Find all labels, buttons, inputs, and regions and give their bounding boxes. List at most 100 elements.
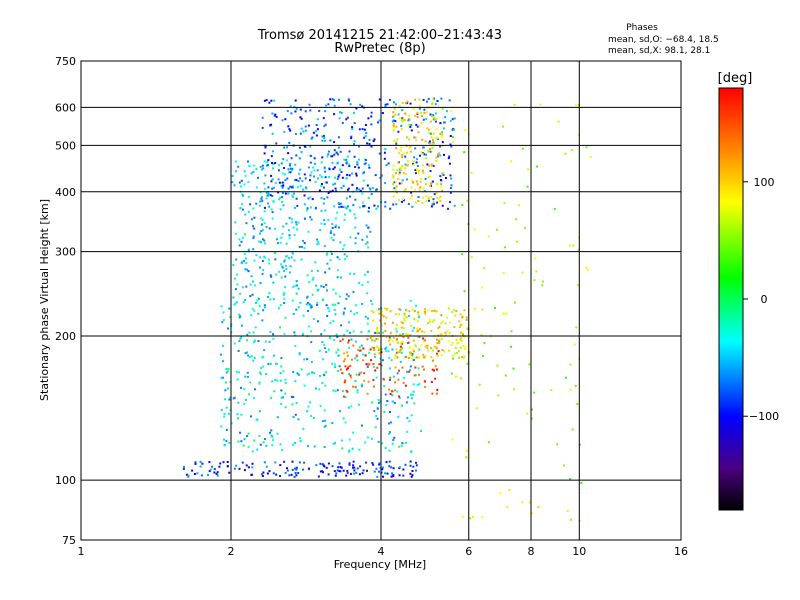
scatter-point [213,471,216,474]
scatter-point [418,336,421,339]
scatter-point [397,130,400,133]
scatter-point [271,195,274,197]
scatter-point [292,285,295,288]
scatter-point [316,269,319,272]
scatter-point [378,462,381,465]
scatter-point [353,140,356,143]
scatter-point [322,202,325,205]
scatter-point [404,384,407,387]
scatter-point [513,103,516,106]
scatter-point [439,175,442,178]
scatter-point [308,467,310,470]
scatter-point [388,367,391,370]
scatter-point [283,301,286,304]
scatter-point [348,462,351,465]
scatter-point [291,468,294,471]
scatter-point [402,118,405,121]
scatter-point [454,352,457,355]
scatter-point [352,385,354,388]
scatter-point [394,381,396,384]
scatter-point [384,182,386,184]
scatter-point [427,197,430,200]
scatter-point [408,146,411,149]
scatter-point [274,162,277,164]
scatter-point [356,163,359,166]
scatter-point [454,347,457,349]
scatter-point [272,337,275,340]
scatter-point [323,186,325,189]
scatter-point [459,331,462,334]
y-tick-label: 500 [55,139,76,152]
scatter-point [283,146,286,149]
scatter-point [506,506,509,509]
scatter-point [430,205,433,208]
scatter-point [373,365,376,368]
scatter-point [299,168,302,171]
scatter-point [352,291,355,293]
scatter-point [421,115,423,118]
scatter-point [510,345,512,348]
scatter-point [448,162,451,165]
scatter-point [472,516,474,518]
scatter-point [553,207,556,210]
scatter-point [381,359,384,362]
scatter-point [441,204,444,207]
scatter-point [381,442,383,445]
scatter-point [356,467,359,470]
scatter-point [259,232,261,235]
scatter-point [299,116,302,119]
scatter-point [345,197,348,200]
x-tick-label: 2 [228,545,235,558]
scatter-point [409,333,412,336]
scatter-point [410,191,413,194]
scatter-point [353,313,356,316]
scatter-point [518,204,521,207]
scatter-point [311,136,314,139]
scatter-point [232,296,235,299]
scatter-point [248,331,251,334]
scatter-point [345,368,348,371]
scatter-point [360,424,363,427]
scatter-point [409,324,412,327]
scatter-point [372,385,375,388]
colorbar-label: [deg] [718,71,753,86]
scatter-point [281,119,284,122]
scatter-point [396,191,398,194]
scatter-point [433,309,436,312]
scatter-point [238,339,241,342]
scatter-point [245,268,248,271]
scatter-point [225,428,228,431]
scatter-point [393,107,396,110]
scatter-point [412,108,415,111]
scatter-point [442,173,445,176]
scatter-point [319,470,322,473]
scatter-point [272,167,274,170]
scatter-point [247,270,250,273]
colorbar-tick-label: 100 [754,176,775,189]
scatter-point [327,462,330,465]
scatter-point [289,265,292,268]
scatter-point [268,292,271,295]
scatter-point [313,318,316,320]
scatter-point [185,473,188,476]
scatter-point [388,432,391,435]
scatter-point [262,167,265,170]
scatter-point [238,316,241,319]
scatter-point [388,379,391,381]
scatter-point [412,181,414,184]
scatter-point [288,237,291,240]
scatter-point [406,164,409,167]
scatter-point [271,435,274,438]
scatter-point [317,288,320,291]
scatter-point [244,298,247,301]
scatter-point [408,310,411,313]
chart-title: Tromsø 20141215 21:42:00–21:43:43 [257,28,502,43]
scatter-point [402,327,405,330]
scatter-point [376,332,379,335]
scatter-point [349,210,352,213]
scatter-point [303,203,306,206]
scatter-point [433,116,436,119]
scatter-point [270,123,273,126]
scatter-point [396,169,399,172]
